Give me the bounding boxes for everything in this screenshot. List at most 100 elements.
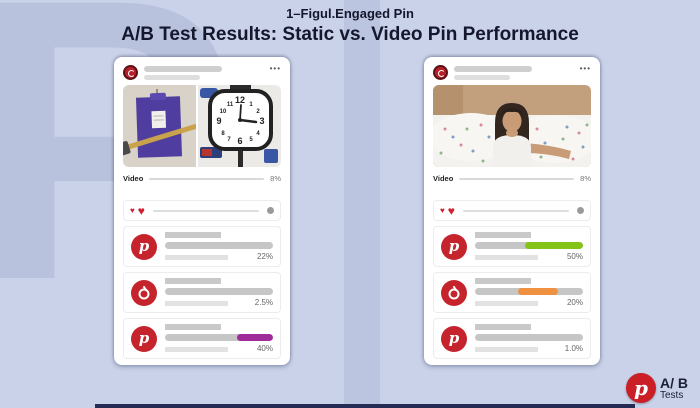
ring-icon xyxy=(131,279,157,306)
svg-text:12: 12 xyxy=(235,95,245,105)
metric-row[interactable]: 20% xyxy=(433,272,591,313)
placeholder-bar xyxy=(475,254,538,260)
svg-text:2: 2 xyxy=(256,109,260,115)
video-label: Video xyxy=(433,174,454,183)
placeholder-bar xyxy=(165,324,222,330)
ring-icon xyxy=(441,279,467,306)
metric-row[interactable]: 2.5% xyxy=(123,272,281,313)
placeholder-bar xyxy=(165,232,222,238)
svg-text:4: 4 xyxy=(256,131,260,137)
svg-text:5: 5 xyxy=(249,137,253,143)
metric-track xyxy=(165,242,273,249)
heart-icon: ♥ xyxy=(440,205,445,215)
svg-text:10: 10 xyxy=(220,109,227,115)
pinterest-icon: p xyxy=(131,233,157,260)
static-pin-image: 12 3 6 9 1 2 4 5 7 8 10 11 xyxy=(123,85,281,167)
video-pin-image xyxy=(433,85,591,167)
placeholder-bar xyxy=(475,346,538,352)
card-header: ••• xyxy=(123,65,281,80)
svg-text:6: 6 xyxy=(237,136,242,146)
metric-bars: 40% xyxy=(165,324,273,353)
video-percent: 8% xyxy=(580,174,591,183)
reactions-row[interactable]: ♥ ♥ xyxy=(433,200,591,221)
placeholder-bar xyxy=(454,75,510,80)
metric-percent: 22% xyxy=(256,252,273,261)
video-progress-track xyxy=(459,177,575,180)
placeholder-bar xyxy=(454,66,532,72)
svg-text:11: 11 xyxy=(227,102,234,108)
reaction-track xyxy=(152,209,259,212)
placeholder-bar xyxy=(144,75,200,80)
svg-text:1: 1 xyxy=(249,102,253,108)
metric-track xyxy=(475,288,583,295)
placeholder-bar xyxy=(165,300,228,306)
menu-dots-icon[interactable]: ••• xyxy=(269,64,281,73)
placeholder-bar xyxy=(165,346,228,352)
metric-track xyxy=(475,242,583,249)
gray-dot-icon xyxy=(577,207,584,214)
card-header: ••• xyxy=(433,65,591,80)
placeholder-bar xyxy=(165,278,222,284)
brand-line1: A/ B xyxy=(660,374,688,391)
heart-icon: ♥ xyxy=(130,205,135,215)
pinterest-icon: p xyxy=(441,233,467,260)
profile-name-placeholder xyxy=(144,65,270,80)
metric-row[interactable]: p 1.0% xyxy=(433,318,591,359)
metric-row[interactable]: p 40% xyxy=(123,318,281,359)
pinterest-avatar-icon xyxy=(433,65,448,80)
heart-icon: ♥ xyxy=(447,203,455,218)
pinterest-badge-icon: p xyxy=(626,373,656,403)
footer-divider-bar xyxy=(95,404,635,408)
metric-track xyxy=(165,334,273,341)
brand-line2: Tests xyxy=(660,389,684,401)
placeholder-bar xyxy=(475,232,532,238)
menu-dots-icon[interactable]: ••• xyxy=(579,64,591,73)
svg-text:7: 7 xyxy=(227,137,231,143)
figure-subtitle: 1–Figul.Engaged Pin xyxy=(286,6,414,21)
video-percent: 8% xyxy=(270,174,281,183)
clock-illustration: 12 3 6 9 1 2 4 5 7 8 10 11 xyxy=(198,85,281,167)
video-progress-track xyxy=(149,177,265,180)
metric-bars: 20% xyxy=(475,278,583,307)
page-title: A/B Test Results: Static vs. Video Pin P… xyxy=(121,24,579,45)
metric-bars: 22% xyxy=(165,232,273,261)
metric-bars: 2.5% xyxy=(165,278,273,307)
metric-percent: 1.0% xyxy=(564,344,583,353)
woman-in-bed-illustration xyxy=(433,85,591,167)
metric-row[interactable]: p 50% xyxy=(433,226,591,267)
placeholder-bar xyxy=(475,324,532,330)
reaction-track xyxy=(462,209,569,212)
placeholder-bar xyxy=(475,300,538,306)
metric-percent: 40% xyxy=(256,344,273,353)
placeholder-bar xyxy=(475,278,532,284)
metric-bar-segment xyxy=(237,334,273,341)
metric-bar-segment xyxy=(518,288,559,295)
video-label: Video xyxy=(123,174,144,183)
metric-percent: 50% xyxy=(566,252,583,261)
pinterest-icon: p xyxy=(441,325,467,352)
ab-tests-logo: p A/ B Tests xyxy=(626,373,688,403)
video-progress-row: Video 8% xyxy=(123,174,281,183)
watermark-band xyxy=(344,0,380,408)
metric-percent: 20% xyxy=(566,298,583,307)
metric-bars: 50% xyxy=(475,232,583,261)
video-progress-row: Video 8% xyxy=(433,174,591,183)
clipboard-illustration xyxy=(123,85,196,167)
placeholder-bar xyxy=(165,254,228,260)
pinterest-avatar-icon xyxy=(123,65,138,80)
metric-bar-segment xyxy=(524,242,583,249)
metric-track xyxy=(165,288,273,295)
svg-text:9: 9 xyxy=(216,116,221,126)
brand-text: A/ B Tests xyxy=(660,376,688,401)
pinterest-icon: p xyxy=(131,325,157,352)
metric-bars: 1.0% xyxy=(475,324,583,353)
profile-name-placeholder xyxy=(454,65,580,80)
gray-dot-icon xyxy=(267,207,274,214)
static-pin-card: ••• xyxy=(114,57,290,365)
metric-row[interactable]: p 22% xyxy=(123,226,281,267)
svg-text:8: 8 xyxy=(221,131,225,137)
reactions-row[interactable]: ♥ ♥ xyxy=(123,200,281,221)
metric-percent: 2.5% xyxy=(254,298,273,307)
heart-icon: ♥ xyxy=(137,203,145,218)
